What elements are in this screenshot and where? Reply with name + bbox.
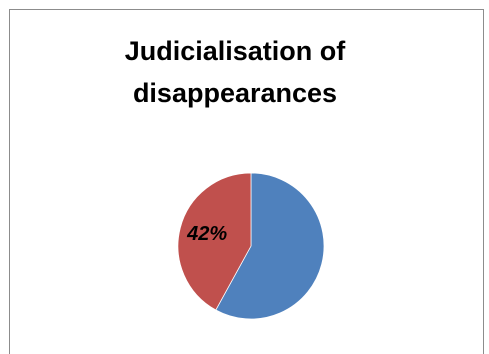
pie-data-label: 42% xyxy=(186,223,227,245)
pie-slice-2 xyxy=(177,172,252,311)
pie-labels: 42% xyxy=(186,223,227,245)
chart-title: Judicialisation of disappearances xyxy=(124,36,346,108)
pie-slices xyxy=(177,172,325,320)
pie-slice-1 xyxy=(215,172,325,320)
